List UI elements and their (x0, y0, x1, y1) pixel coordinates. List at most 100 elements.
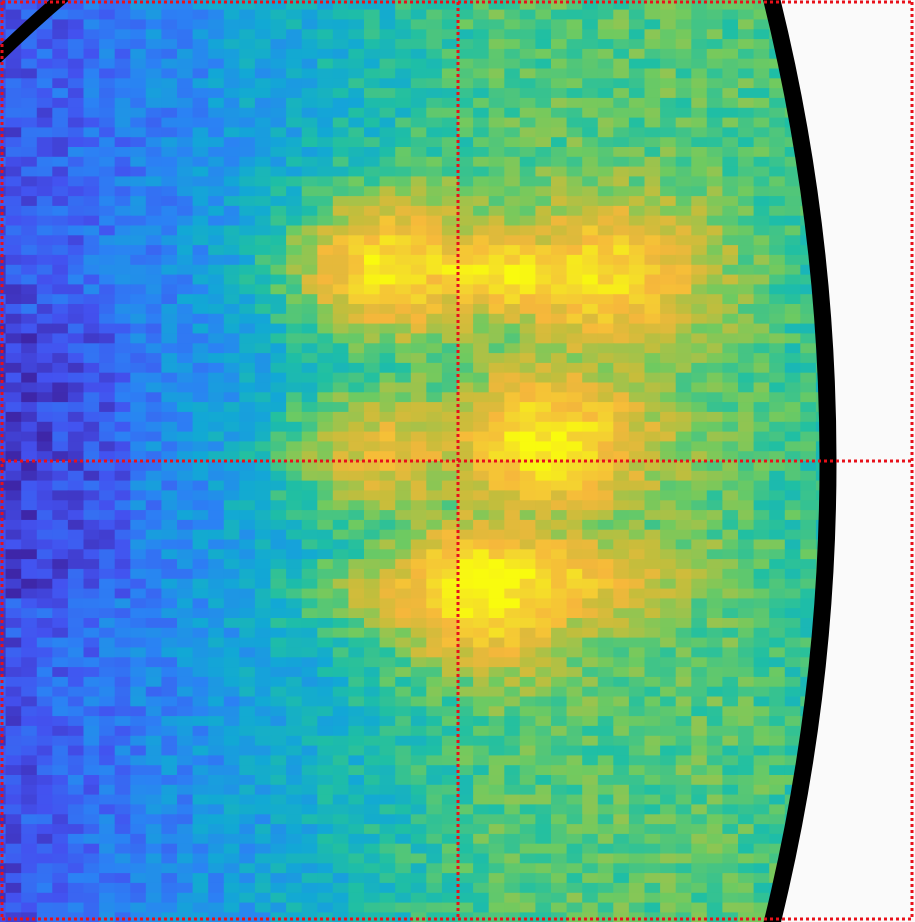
heatmap-cell (379, 264, 396, 276)
heatmap-cell (738, 627, 755, 639)
heatmap-cell (0, 392, 7, 403)
heatmap-cell (67, 470, 85, 482)
heatmap-cell (644, 578, 661, 590)
heatmap-cell (379, 382, 396, 394)
heatmap-cell (566, 313, 583, 325)
heatmap-cell (441, 392, 459, 403)
heatmap-cell (613, 657, 630, 668)
heatmap-cell (223, 794, 241, 806)
heatmap-cell (36, 166, 54, 178)
heatmap-cell (161, 775, 178, 786)
heatmap-cell (99, 245, 116, 256)
heatmap-cell (36, 225, 54, 237)
heatmap-cell (410, 9, 428, 21)
heatmap-cell (722, 735, 739, 747)
heatmap-cell (239, 578, 256, 590)
heatmap-cell (488, 627, 506, 639)
heatmap-cell (426, 372, 443, 384)
heatmap-cell (286, 176, 303, 187)
heatmap-cell (597, 725, 615, 737)
heatmap-cell (613, 294, 630, 305)
heatmap-cell (753, 205, 770, 217)
heatmap-cell (660, 88, 677, 99)
heatmap-cell (473, 627, 490, 639)
heatmap-cell (691, 235, 708, 246)
heatmap-cell (99, 549, 116, 560)
heatmap-cell (177, 598, 194, 609)
heatmap-cell (535, 196, 552, 207)
heatmap-cell (145, 176, 163, 187)
heatmap-cell (379, 529, 396, 541)
heatmap-cell (504, 117, 521, 129)
heatmap-cell (784, 343, 802, 354)
heatmap-cell (473, 9, 490, 21)
heatmap-cell (83, 274, 100, 286)
heatmap-cell (691, 9, 708, 21)
heatmap-cell (395, 362, 412, 374)
heatmap-cell (488, 676, 506, 688)
heatmap-cell (395, 784, 412, 796)
heatmap-cell (691, 578, 708, 590)
heatmap-cell (239, 196, 256, 207)
heatmap-cell (67, 107, 85, 119)
heatmap-cell (114, 804, 132, 815)
heatmap-cell (223, 29, 241, 40)
heatmap-cell (177, 284, 194, 295)
heatmap-cell (83, 97, 100, 109)
heatmap-cell (395, 304, 412, 315)
heatmap-cell (364, 725, 381, 737)
heatmap-cell (348, 235, 365, 246)
heatmap-cell (535, 29, 552, 40)
heatmap-cell (660, 294, 677, 305)
heatmap-cell (239, 539, 256, 551)
heatmap-cell (52, 716, 69, 727)
heatmap-cell (519, 39, 537, 50)
heatmap-cell (660, 166, 677, 178)
heatmap-cell (286, 568, 303, 580)
heatmap-cell (628, 500, 646, 511)
heatmap-cell (784, 382, 802, 394)
heatmap-cell (628, 39, 646, 50)
heatmap-cell (83, 353, 100, 364)
heatmap-cell (582, 313, 599, 325)
heatmap-cell (566, 510, 583, 521)
heatmap-cell (332, 735, 350, 747)
heatmap-cell (177, 755, 194, 766)
heatmap-cell (223, 0, 241, 11)
heatmap-cell (706, 402, 724, 413)
heatmap-cell (457, 29, 474, 40)
heatmap-cell (410, 598, 428, 609)
heatmap-cell (130, 529, 147, 541)
heatmap-cell (691, 716, 708, 727)
heatmap-cell (52, 68, 69, 80)
heatmap-cell (5, 97, 22, 109)
heatmap-cell (395, 402, 412, 413)
heatmap-cell (441, 716, 459, 727)
heatmap-cell (348, 392, 365, 403)
heatmap-cell (738, 127, 755, 138)
heatmap-cell (114, 421, 132, 433)
heatmap-cell (628, 382, 646, 394)
heatmap-cell (426, 225, 443, 237)
heatmap-cell (192, 9, 209, 21)
heatmap-cell (597, 205, 615, 217)
heatmap-cell (753, 58, 770, 70)
heatmap-cell (519, 657, 537, 668)
heatmap-cell (628, 304, 646, 315)
heatmap-cell (332, 794, 350, 806)
heatmap-cell (473, 451, 490, 462)
heatmap-cell (566, 107, 583, 119)
heatmap-cell (192, 48, 209, 60)
heatmap-cell (332, 441, 350, 452)
heatmap-cell (83, 559, 100, 570)
heatmap-cell (441, 451, 459, 462)
heatmap-cell (364, 166, 381, 178)
heatmap-cell (301, 205, 319, 217)
heatmap-cell (706, 618, 724, 629)
heatmap-cell (208, 147, 225, 158)
heatmap-cell (67, 627, 85, 639)
heatmap-cell (706, 775, 724, 786)
heatmap-cell (395, 519, 412, 531)
heatmap-cell (192, 117, 209, 129)
heatmap-cell (286, 343, 303, 354)
